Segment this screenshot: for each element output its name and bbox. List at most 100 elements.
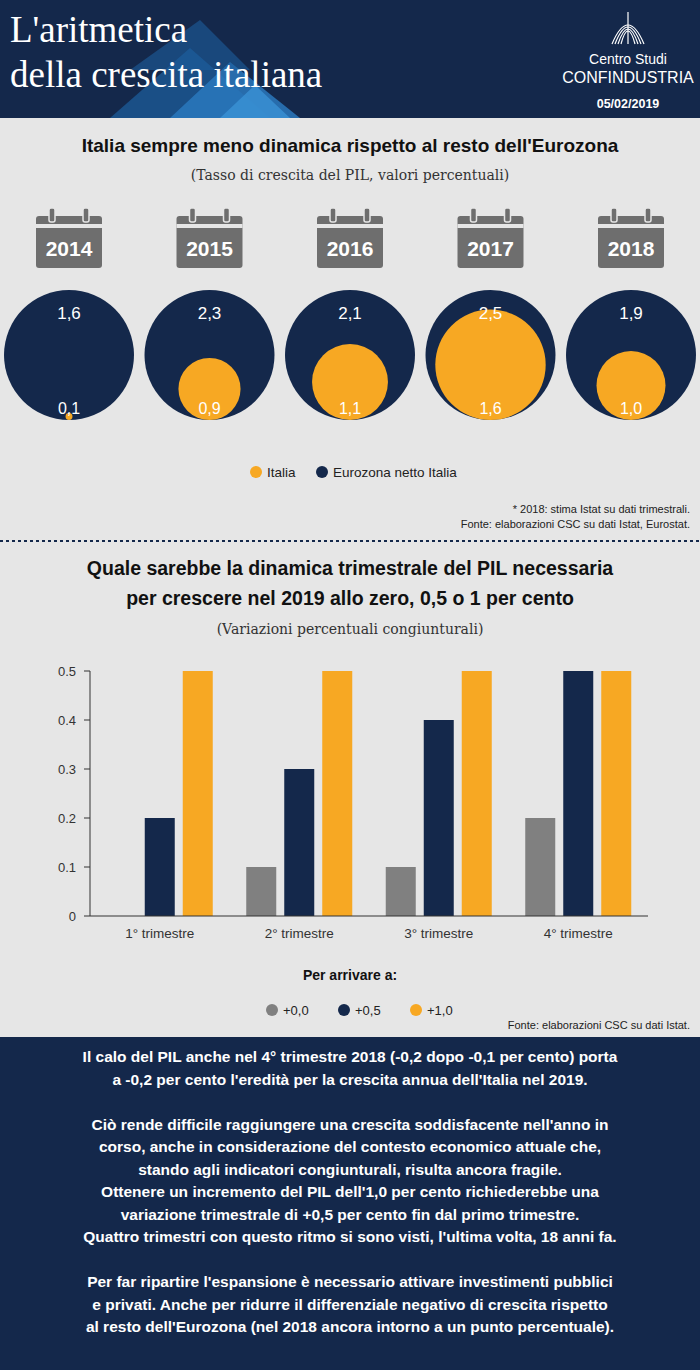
category-label: 2014 <box>46 237 93 260</box>
logo-line <box>627 12 628 44</box>
tick-label: 0.2 <box>58 811 76 826</box>
category-label: 2015 <box>186 237 233 260</box>
data-label: 1,6 <box>479 400 501 417</box>
text-line: Ottenere un incremento del PIL dell'1,0 … <box>101 1183 599 1200</box>
legend-label: Italia <box>267 465 296 480</box>
calendar-body <box>36 216 102 268</box>
text-line: per crescere nel 2019 allo zero, 0,5 o 1… <box>126 587 574 609</box>
legend: Per arrivare a: +0,0 +0,5 +1,0 <box>266 967 453 1018</box>
tick-label: 0.1 <box>58 860 76 875</box>
bar <box>284 769 314 916</box>
category-label: 4° trimestre <box>544 926 613 941</box>
legend-label: +1,0 <box>427 1003 453 1018</box>
legend-label: +0,5 <box>355 1003 381 1018</box>
bubble-italy <box>312 344 388 420</box>
calendar-stripe <box>36 224 102 228</box>
footer-paragraph: Il calo del PIL anche nel 4° trimestre 2… <box>83 1048 618 1088</box>
calendar-body <box>598 216 664 268</box>
bar <box>424 720 454 916</box>
calendar-ring <box>49 208 55 222</box>
data-label: 1,1 <box>339 400 361 417</box>
tick <box>84 916 90 917</box>
text-line: L'aritmetica <box>10 9 187 50</box>
tick-label: 0.4 <box>58 713 76 728</box>
tick <box>84 867 90 868</box>
chart-subtitle: (Variazioni percentuali congiunturali) <box>217 621 484 637</box>
x-axis <box>90 916 648 917</box>
bar <box>183 671 213 916</box>
text-line: e privati. Anche per ridurre il differen… <box>92 1296 607 1313</box>
bubble-italy <box>435 310 545 420</box>
text-line: a -0,2 per cento l'eredità per la cresci… <box>112 1071 587 1088</box>
category-label: 2016 <box>327 237 374 260</box>
legend-swatch <box>316 466 328 478</box>
calendar-stripe <box>177 224 243 228</box>
tick <box>84 671 90 672</box>
data-label: 1,6 <box>57 304 81 323</box>
tick-label: 0.3 <box>58 762 76 777</box>
text-line: Per far ripartire l'espansione è necessa… <box>87 1273 613 1290</box>
bar <box>525 818 555 916</box>
annotation: Fonte: elaborazioni CSC su dati Istat, E… <box>461 518 690 530</box>
text-line: Ciò rende difficile raggiungere una cres… <box>91 1116 608 1133</box>
category-label: 2017 <box>467 237 514 260</box>
text-line: corso, anche in considerazione del conte… <box>99 1138 601 1155</box>
calendar-ring <box>83 208 89 222</box>
legend-label: Eurozona netto Italia <box>333 465 457 480</box>
calendar-ring <box>611 208 617 222</box>
bars <box>145 671 632 916</box>
calendar-stripe <box>317 224 383 228</box>
bubble-italy <box>597 351 666 420</box>
calendar-stripe <box>458 224 524 228</box>
legend-swatch <box>410 1004 422 1016</box>
calendar-stripe <box>598 224 664 228</box>
calendar-ring <box>224 208 230 222</box>
category-label: 3° trimestre <box>404 926 473 941</box>
calendar-icon: 2018 <box>598 208 664 268</box>
infographic: L'aritmeticadella crescita italianaCentr… <box>0 0 700 1370</box>
bubble-eurozone <box>145 290 275 420</box>
chart-growth: Italia sempre meno dinamica rispetto al … <box>4 135 696 530</box>
bar <box>462 671 492 916</box>
calendar-icon: 2017 <box>458 208 524 268</box>
footer: Il calo del PIL anche nel 4° trimestre 2… <box>0 1037 700 1370</box>
calendar-ring <box>364 208 370 222</box>
category-label: 1° trimestre <box>125 926 194 941</box>
data-label: 1,9 <box>619 304 643 323</box>
legend-title: Per arrivare a: <box>303 967 397 983</box>
header-band <box>0 0 700 118</box>
text-line: Quattro trimestri con questo ritmo si so… <box>83 1228 616 1245</box>
footer-paragraph: Ciò rende difficile raggiungere una cres… <box>83 1116 616 1246</box>
bubble-eurozone <box>285 290 415 420</box>
bar <box>563 671 593 916</box>
calendar-ring <box>471 208 477 222</box>
background <box>0 0 700 1370</box>
chart-title: Italia sempre meno dinamica rispetto al … <box>82 135 619 156</box>
category-label: 2° trimestre <box>265 926 334 941</box>
brand: CONFINDUSTRIA <box>562 69 694 86</box>
chart-quarterly: Quale sarebbe la dinamica trimestrale de… <box>58 557 690 1031</box>
calendar-body <box>177 216 243 268</box>
data-label: 0,9 <box>198 400 220 417</box>
bar <box>246 867 276 916</box>
data-label: 2,5 <box>479 304 503 323</box>
chart-subtitle: (Tasso di crescita del PIL, valori perce… <box>191 167 510 183</box>
tick <box>84 720 90 721</box>
footer-band <box>0 1037 700 1370</box>
legend-label: +0,0 <box>283 1003 309 1018</box>
bar <box>145 818 175 916</box>
data-label: 2,3 <box>198 304 222 323</box>
tick-label: 0 <box>69 909 76 924</box>
category-label: 2018 <box>608 237 655 260</box>
tick <box>84 818 90 819</box>
annotation: Fonte: elaborazioni CSC su dati Istat. <box>508 1019 690 1031</box>
text-line: Il calo del PIL anche nel 4° trimestre 2… <box>83 1048 618 1065</box>
bubble-eurozone <box>566 290 696 420</box>
annotation: * 2018: stima Istat su dati trimestrali. <box>513 503 690 515</box>
calendar-ring <box>505 208 511 222</box>
chart-title: Quale sarebbe la dinamica trimestrale de… <box>87 557 614 609</box>
calendar-body <box>317 216 383 268</box>
header: L'aritmeticadella crescita italianaCentr… <box>0 0 700 118</box>
date: 05/02/2019 <box>597 97 660 111</box>
logo-emblem <box>612 12 644 44</box>
